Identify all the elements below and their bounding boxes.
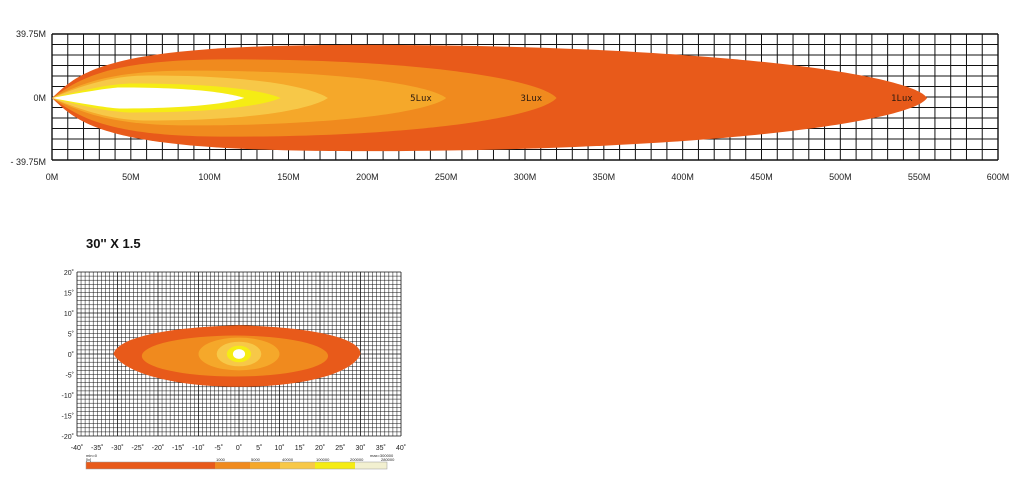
legend-unit-label: [lx] xyxy=(86,457,91,462)
legend-swatch xyxy=(315,462,355,469)
legend-step-label: 5000 xyxy=(251,457,261,462)
legend-step-label: 200000 xyxy=(350,457,364,462)
x-tick-label: 35˚ xyxy=(376,444,386,452)
x-tick-label: 300M xyxy=(514,172,537,182)
beam-contour xyxy=(52,87,245,109)
y-tick-label: 15˚ xyxy=(64,290,74,298)
legend-swatch xyxy=(86,462,215,469)
x-tick-label: 550M xyxy=(908,172,931,182)
y-tick-label: 10˚ xyxy=(64,310,74,318)
y-tick-label: 39.75M xyxy=(16,29,46,39)
y-tick-label: 20˚ xyxy=(64,269,74,277)
y-tick-label: -20˚ xyxy=(62,433,74,441)
x-tick-label: 200M xyxy=(356,172,379,182)
x-tick-label: 150M xyxy=(277,172,300,182)
x-tick-label: 400M xyxy=(671,172,694,182)
x-tick-label: 20˚ xyxy=(315,444,325,452)
legend-swatch xyxy=(215,462,250,469)
lux-label: 5Lux xyxy=(410,94,432,104)
legend-step-label: 100000 xyxy=(316,457,330,462)
x-tick-label: -20˚ xyxy=(152,444,164,452)
legend-swatch xyxy=(280,462,315,469)
x-tick-label: -5˚ xyxy=(214,444,223,452)
x-tick-label: 100M xyxy=(198,172,221,182)
beam-contour xyxy=(232,349,246,359)
x-tick-label: -30˚ xyxy=(111,444,123,452)
legend-frame xyxy=(85,461,388,470)
x-tick-label: 450M xyxy=(750,172,773,182)
x-tick-label: 10˚ xyxy=(274,444,284,452)
x-tick-label: 5˚ xyxy=(256,444,262,452)
legend-swatch xyxy=(250,462,280,469)
y-tick-label: -10˚ xyxy=(62,392,74,400)
y-tick-label: - 39.75M xyxy=(10,157,46,167)
y-tick-label: -15˚ xyxy=(62,413,74,421)
legend-step-label: 1000 xyxy=(216,457,226,462)
legend-min-label: min=0 xyxy=(86,453,98,458)
lux-label: 3Lux xyxy=(521,94,543,104)
x-tick-label: 250M xyxy=(435,172,458,182)
y-tick-label: 0˚ xyxy=(68,351,74,359)
legend-swatch xyxy=(355,462,387,469)
x-tick-label: -40˚ xyxy=(71,444,83,452)
lux-label: 1Lux xyxy=(891,94,913,104)
legend-max-label: max=300000 xyxy=(370,453,394,458)
x-tick-label: 500M xyxy=(829,172,852,182)
x-tick-label: 600M xyxy=(987,172,1010,182)
y-tick-label: 5˚ xyxy=(68,331,74,339)
x-tick-label: 350M xyxy=(593,172,616,182)
x-tick-label: -10˚ xyxy=(192,444,204,452)
legend-step-label: 280000 xyxy=(381,457,395,462)
x-tick-label: 50M xyxy=(122,172,140,182)
x-tick-label: -15˚ xyxy=(172,444,184,452)
angle-chart: 20˚ 15˚ 10˚ 5˚ 0˚ -5˚ -10˚ -15˚ -20˚ -40˚ -35˚ -30˚… xyxy=(62,269,406,470)
x-tick-label: 0˚ xyxy=(236,444,242,452)
x-tick-label: 0M xyxy=(46,172,59,182)
x-tick-label: 25˚ xyxy=(335,444,345,452)
x-tick-label: -25˚ xyxy=(132,444,144,452)
x-tick-label: 15˚ xyxy=(295,444,305,452)
x-tick-label: 30˚ xyxy=(355,444,365,452)
y-tick-label: 0M xyxy=(33,93,46,103)
y-tick-label: -5˚ xyxy=(65,372,74,380)
x-tick-label: 40˚ xyxy=(396,444,406,452)
legend-step-label: 40000 xyxy=(282,457,294,462)
x-tick-label: -35˚ xyxy=(91,444,103,452)
chart-title: 30'' X 1.5 xyxy=(86,236,141,251)
